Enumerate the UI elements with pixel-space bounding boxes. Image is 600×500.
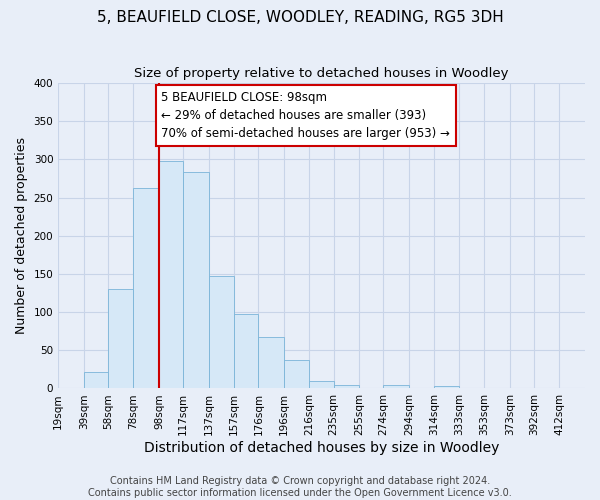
Y-axis label: Number of detached properties: Number of detached properties bbox=[15, 138, 28, 334]
Title: Size of property relative to detached houses in Woodley: Size of property relative to detached ho… bbox=[134, 68, 509, 80]
Bar bbox=[310, 381, 334, 388]
Bar bbox=[284, 360, 310, 388]
Bar bbox=[159, 161, 183, 388]
Bar bbox=[133, 188, 159, 388]
Text: 5, BEAUFIELD CLOSE, WOODLEY, READING, RG5 3DH: 5, BEAUFIELD CLOSE, WOODLEY, READING, RG… bbox=[97, 10, 503, 25]
Bar bbox=[209, 276, 234, 388]
Bar bbox=[334, 384, 359, 388]
Text: 5 BEAUFIELD CLOSE: 98sqm
← 29% of detached houses are smaller (393)
70% of semi-: 5 BEAUFIELD CLOSE: 98sqm ← 29% of detach… bbox=[161, 90, 451, 140]
Bar bbox=[234, 314, 259, 388]
Bar bbox=[434, 386, 459, 388]
Bar bbox=[383, 386, 409, 388]
Bar bbox=[108, 289, 133, 388]
Bar bbox=[83, 372, 108, 388]
X-axis label: Distribution of detached houses by size in Woodley: Distribution of detached houses by size … bbox=[144, 441, 499, 455]
Bar bbox=[183, 172, 209, 388]
Text: Contains HM Land Registry data © Crown copyright and database right 2024.
Contai: Contains HM Land Registry data © Crown c… bbox=[88, 476, 512, 498]
Bar bbox=[259, 336, 284, 388]
